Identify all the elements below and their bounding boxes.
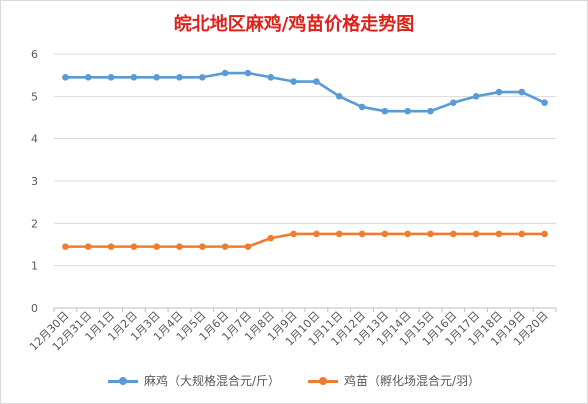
data-point — [267, 234, 275, 242]
data-point — [153, 73, 160, 81]
y-tick-label: 3 — [31, 175, 38, 188]
data-point — [130, 73, 138, 81]
y-tick-label: 6 — [31, 48, 38, 61]
gridlines — [54, 53, 556, 309]
y-tick-label: 0 — [31, 302, 38, 315]
data-point — [199, 73, 206, 81]
y-tick-label: 2 — [31, 217, 38, 230]
legend-label-series-1: 麻鸡（大规格混合元/斤） — [143, 374, 280, 388]
data-point — [381, 230, 389, 238]
legend-label-series-2: 鸡苗（孵化场混合元/羽） — [344, 374, 481, 388]
data-point — [450, 99, 457, 106]
data-point — [62, 73, 69, 81]
data-point — [290, 78, 297, 85]
series-2 — [62, 230, 548, 250]
data-point — [199, 243, 206, 250]
data-point — [107, 73, 115, 81]
data-point — [381, 107, 389, 115]
legend-item-series-2: 鸡苗（孵化场混合元/羽） — [308, 372, 480, 389]
data-point — [427, 107, 434, 115]
data-point — [472, 230, 480, 238]
legend-swatch-series-1 — [107, 375, 138, 387]
data-point — [84, 243, 92, 250]
data-point — [313, 78, 320, 85]
data-point — [62, 243, 69, 250]
data-point — [404, 230, 411, 238]
data-point — [107, 243, 115, 250]
series-1 — [62, 69, 548, 115]
data-point — [130, 243, 138, 250]
data-point — [313, 230, 320, 238]
data-point — [153, 243, 160, 250]
data-point — [518, 88, 526, 96]
data-point — [335, 93, 343, 100]
data-point — [541, 230, 548, 238]
chart-title: 皖北地区麻鸡/鸡苗价格走势图 — [173, 14, 415, 35]
data-point — [541, 99, 548, 106]
data-point — [244, 69, 252, 77]
legend-item-series-1: 麻鸡（大规格混合元/斤） — [107, 372, 280, 389]
data-point — [518, 230, 526, 238]
data-point — [404, 107, 411, 115]
data-point — [221, 243, 229, 250]
series-line — [64, 71, 546, 113]
data-point — [358, 230, 366, 238]
x-axis: 12月30日12月31日1月1日1月2日1月3日1月4日1月5日1月6日1月7日… — [27, 308, 557, 353]
y-axis: 0 1 2 3 4 5 6 — [31, 48, 38, 315]
data-point — [176, 73, 183, 81]
data-point — [358, 103, 366, 111]
legend-swatch-series-2 — [308, 375, 338, 387]
data-point — [495, 230, 503, 238]
y-tick-label: 5 — [31, 90, 38, 103]
data-point — [244, 243, 252, 250]
legend: 麻鸡（大规格混合元/斤） 鸡苗（孵化场混合元/羽） — [0, 372, 588, 389]
data-point — [176, 243, 183, 250]
y-tick-label: 4 — [31, 133, 38, 146]
y-tick-label: 1 — [31, 260, 38, 273]
data-point — [267, 73, 275, 81]
data-point — [84, 73, 92, 81]
data-point — [495, 88, 503, 96]
data-point — [472, 93, 480, 100]
data-point — [221, 69, 229, 77]
data-point — [335, 230, 343, 238]
data-point — [290, 230, 297, 238]
data-point — [427, 230, 434, 238]
series-layer — [62, 69, 548, 250]
data-point — [450, 230, 457, 238]
series-line — [64, 232, 546, 248]
